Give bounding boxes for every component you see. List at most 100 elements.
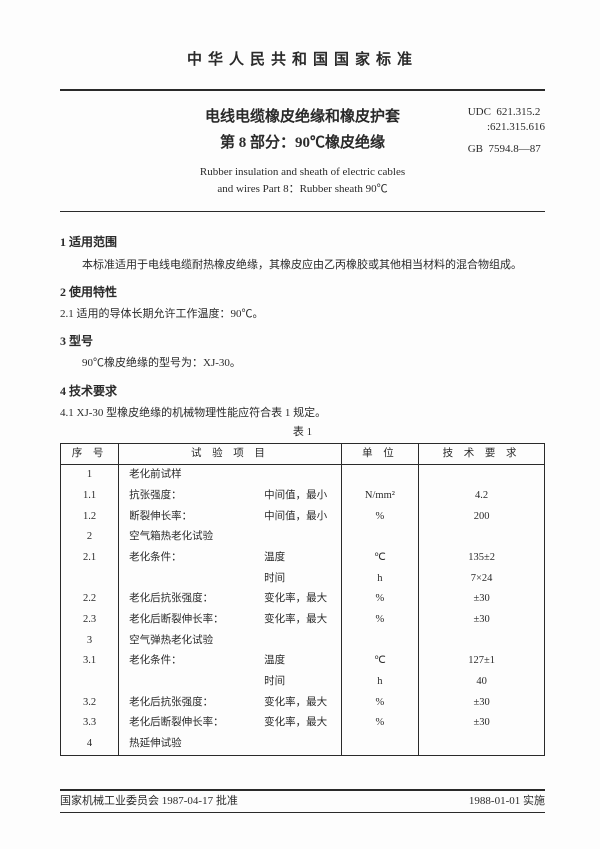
cell-item: 老化条件： xyxy=(119,548,255,569)
cell-unit xyxy=(341,734,418,755)
cell-item: 老化前试样 xyxy=(119,465,255,486)
table-row: 4热延伸试验 xyxy=(61,734,545,755)
english-title-line2: and wires Part 8：Rubber sheath 90℃ xyxy=(60,181,545,198)
page-footer: 国家机械工业委员会 1987-04-17 批准 1988-01-01 实施 xyxy=(60,789,545,813)
cell-unit: % xyxy=(341,610,418,631)
table-row: 3.1 老化条件：温度℃127±1 xyxy=(61,651,545,672)
cell-index xyxy=(61,569,119,590)
cell-unit: N/mm² xyxy=(341,486,418,507)
standard-codes: UDC 621.315.2 :621.315.616 GB 7594.8—87 xyxy=(468,105,545,157)
cell-req: 200 xyxy=(419,507,545,528)
section-3-body: 90℃橡皮绝缘的型号为：XJ-30。 xyxy=(82,355,545,373)
udc-code-2: :621.315.616 xyxy=(468,120,545,135)
cell-req: 7×24 xyxy=(419,569,545,590)
cell-index: 1.2 xyxy=(61,507,119,528)
cell-item: 老化后抗张强度： xyxy=(119,693,255,714)
english-title: Rubber insulation and sheath of electric… xyxy=(60,164,545,197)
cell-req: 135±2 xyxy=(419,548,545,569)
cell-unit xyxy=(341,631,418,652)
col-sequence: 序 号 xyxy=(61,443,119,465)
spec-table: 序 号 试 验 项 目 单 位 技 术 要 求 1老化前试样1.1 抗张强度：中… xyxy=(60,443,545,756)
section-3-heading: 3 型号 xyxy=(60,333,545,350)
cell-sub: 温度 xyxy=(254,548,341,569)
cell-unit xyxy=(341,527,418,548)
col-unit: 单 位 xyxy=(341,443,418,465)
table-row: 2.2 老化后抗张强度：变化率，最大%±30 xyxy=(61,589,545,610)
cell-sub xyxy=(254,631,341,652)
cell-req: 40 xyxy=(419,672,545,693)
cell-sub: 温度 xyxy=(254,651,341,672)
cell-index: 2.1 xyxy=(61,548,119,569)
cell-req xyxy=(419,465,545,486)
cell-item: 老化后抗张强度： xyxy=(119,589,255,610)
cell-req: ±30 xyxy=(419,713,545,734)
cell-item: 老化条件： xyxy=(119,651,255,672)
cell-sub: 中间值，最小 xyxy=(254,486,341,507)
table-row: 1.2 断裂伸长率：中间值，最小%200 xyxy=(61,507,545,528)
cell-req xyxy=(419,734,545,755)
cell-sub: 变化率，最大 xyxy=(254,610,341,631)
country-standard-title: 中华人民共和国国家标准 xyxy=(60,50,545,71)
cell-req xyxy=(419,527,545,548)
cell-sub xyxy=(254,527,341,548)
header-bottom-rule xyxy=(60,211,545,212)
cell-req: 4.2 xyxy=(419,486,545,507)
footer-approval: 国家机械工业委员会 1987-04-17 批准 xyxy=(60,794,238,809)
udc-code-1: UDC 621.315.2 xyxy=(468,105,545,120)
cell-sub: 时间 xyxy=(254,672,341,693)
english-title-line1: Rubber insulation and sheath of electric… xyxy=(60,164,545,181)
section-2-heading: 2 使用特性 xyxy=(60,284,545,301)
table-row: 2.1 老化条件：温度℃135±2 xyxy=(61,548,545,569)
cell-index: 3.1 xyxy=(61,651,119,672)
cell-item: 空气箱热老化试验 xyxy=(119,527,255,548)
table-1-caption: 表 1 xyxy=(60,425,545,440)
cell-unit: % xyxy=(341,713,418,734)
cell-unit: % xyxy=(341,693,418,714)
table-row: 时间h40 xyxy=(61,672,545,693)
section-1-body: 本标准适用于电线电缆耐热橡皮绝缘，其橡皮应由乙丙橡胶或其他相当材料的混合物组成。 xyxy=(82,257,545,275)
top-rule xyxy=(60,89,545,91)
cell-unit: h xyxy=(341,672,418,693)
cell-item: 空气弹热老化试验 xyxy=(119,631,255,652)
table-row: 2空气箱热老化试验 xyxy=(61,527,545,548)
section-4-heading: 4 技术要求 xyxy=(60,383,545,400)
table-row: 1.1 抗张强度：中间值，最小N/mm²4.2 xyxy=(61,486,545,507)
section-1-heading: 1 适用范围 xyxy=(60,234,545,251)
cell-item: 断裂伸长率： xyxy=(119,507,255,528)
cell-sub: 变化率，最大 xyxy=(254,693,341,714)
gb-code: GB 7594.8—87 xyxy=(468,142,545,157)
cell-index: 1 xyxy=(61,465,119,486)
cell-sub: 变化率，最大 xyxy=(254,589,341,610)
cell-index: 2 xyxy=(61,527,119,548)
cell-req: ±30 xyxy=(419,589,545,610)
cell-req: 127±1 xyxy=(419,651,545,672)
col-requirement: 技 术 要 求 xyxy=(419,443,545,465)
col-test-item: 试 验 项 目 xyxy=(119,443,342,465)
cell-unit: % xyxy=(341,507,418,528)
cell-unit: ℃ xyxy=(341,548,418,569)
cell-sub: 变化率，最大 xyxy=(254,713,341,734)
cell-req xyxy=(419,631,545,652)
table-row: 3空气弹热老化试验 xyxy=(61,631,545,652)
cell-item: 老化后断裂伸长率： xyxy=(119,610,255,631)
cell-item xyxy=(119,569,255,590)
cell-unit: % xyxy=(341,589,418,610)
cell-index: 3.3 xyxy=(61,713,119,734)
cell-sub: 中间值，最小 xyxy=(254,507,341,528)
cell-unit: ℃ xyxy=(341,651,418,672)
cell-index: 3 xyxy=(61,631,119,652)
table-body: 1老化前试样1.1 抗张强度：中间值，最小N/mm²4.21.2 断裂伸长率：中… xyxy=(61,465,545,756)
cell-index: 2.3 xyxy=(61,610,119,631)
table-row: 时间h7×24 xyxy=(61,569,545,590)
table-header-row: 序 号 试 验 项 目 单 位 技 术 要 求 xyxy=(61,443,545,465)
cell-index: 1.1 xyxy=(61,486,119,507)
cell-req: ±30 xyxy=(419,693,545,714)
cell-index xyxy=(61,672,119,693)
cell-req: ±30 xyxy=(419,610,545,631)
table-row: 2.3 老化后断裂伸长率：变化率，最大%±30 xyxy=(61,610,545,631)
cell-sub: 时间 xyxy=(254,569,341,590)
cell-index: 3.2 xyxy=(61,693,119,714)
cell-unit: h xyxy=(341,569,418,590)
cell-item xyxy=(119,672,255,693)
table-row: 3.2 老化后抗张强度：变化率，最大%±30 xyxy=(61,693,545,714)
